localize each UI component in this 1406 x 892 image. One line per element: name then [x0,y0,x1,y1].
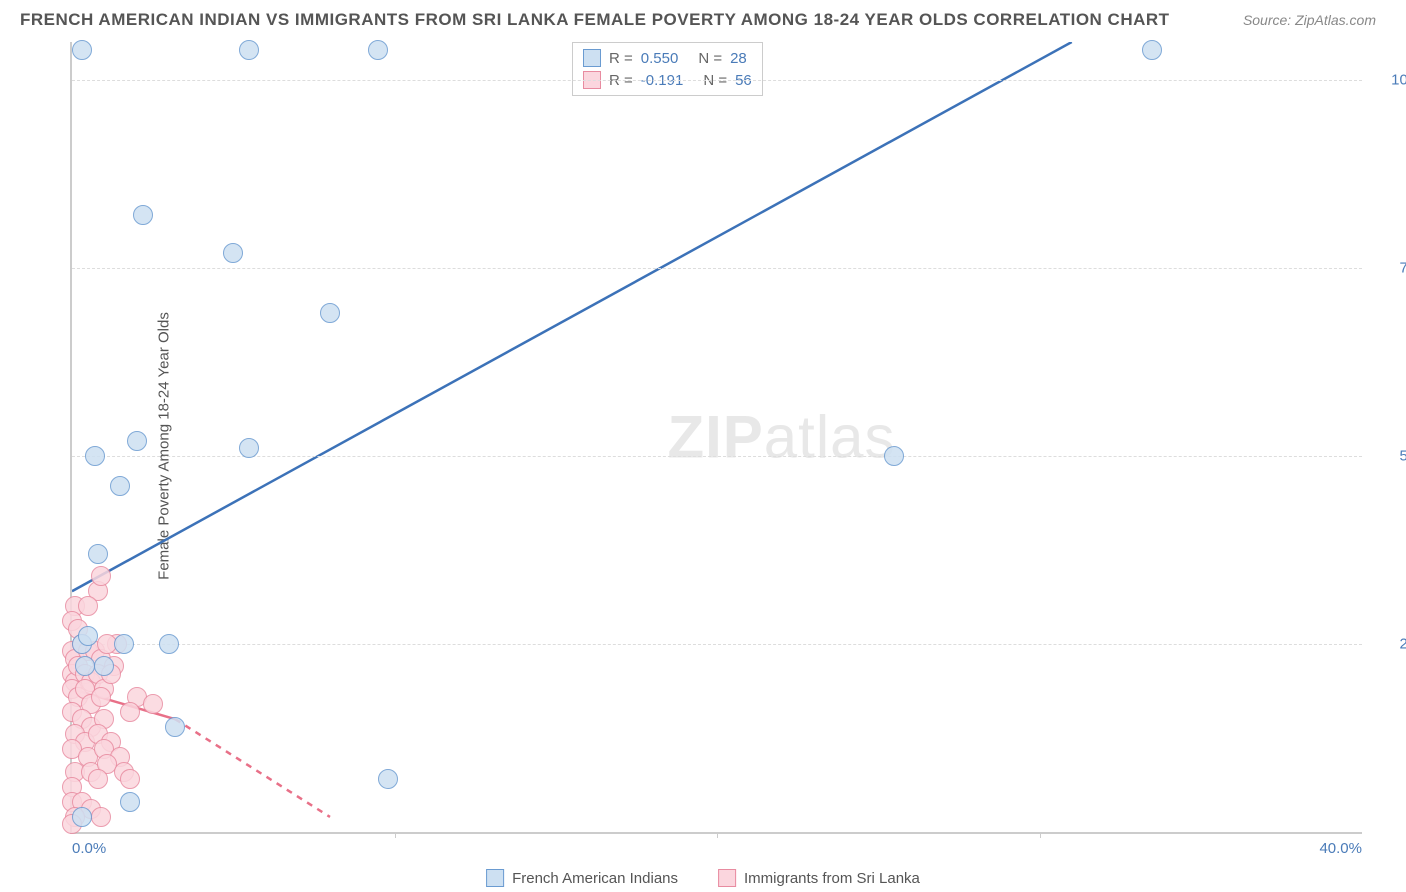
x-tick-mark [395,832,396,838]
scatter-point [239,438,259,458]
scatter-point [159,634,179,654]
scatter-point [91,807,111,827]
scatter-point [165,717,185,737]
x-tick-label: 40.0% [1319,840,1362,857]
source-label: Source: ZipAtlas.com [1243,12,1376,28]
scatter-point [239,40,259,60]
x-tick-mark [717,832,718,838]
scatter-point [75,656,95,676]
y-tick-label: 75.0% [1399,259,1406,276]
scatter-point [91,687,111,707]
scatter-point [133,205,153,225]
trend-line [72,42,1072,591]
scatter-point [72,40,92,60]
legend-label: French American Indians [512,870,678,887]
scatter-point [114,634,134,654]
scatter-point [91,566,111,586]
y-tick-label: 25.0% [1399,635,1406,652]
legend-swatch [718,869,736,887]
scatter-point [78,596,98,616]
r-label: R = [609,50,633,67]
scatter-point [120,792,140,812]
scatter-point [143,694,163,714]
scatter-point [320,303,340,323]
scatter-point [72,807,92,827]
series-legend: French American Indians Immigrants from S… [486,869,920,887]
scatter-point [88,544,108,564]
trend-line-dashed [175,719,330,817]
scatter-point [223,243,243,263]
scatter-point [78,626,98,646]
y-tick-label: 50.0% [1399,447,1406,464]
legend-item: French American Indians [486,869,678,887]
correlation-legend: R =0.550N =28R =-0.191N =56 [572,42,763,96]
n-label: N = [698,50,722,67]
plot-area: ZIPatlas R =0.550N =28R =-0.191N =56 25.… [70,42,1362,834]
scatter-point [368,40,388,60]
scatter-point [94,656,114,676]
legend-swatch [583,49,601,67]
r-value: 0.550 [641,50,679,67]
legend-swatch [486,869,504,887]
x-tick-label: 0.0% [72,840,106,857]
scatter-point [88,769,108,789]
scatter-point [120,702,140,722]
n-value: 28 [730,50,747,67]
scatter-point [85,446,105,466]
scatter-point [110,476,130,496]
chart-title: FRENCH AMERICAN INDIAN VS IMMIGRANTS FRO… [20,10,1170,30]
scatter-point [378,769,398,789]
legend-item: Immigrants from Sri Lanka [718,869,920,887]
watermark: ZIPatlas [667,403,895,472]
scatter-point [120,769,140,789]
y-tick-label: 100.0% [1391,71,1406,88]
scatter-point [884,446,904,466]
scatter-point [127,431,147,451]
x-tick-mark [1040,832,1041,838]
legend-row: R = 0.550 N = 28 [583,47,752,69]
legend-label: Immigrants from Sri Lanka [744,870,920,887]
scatter-point [1142,40,1162,60]
